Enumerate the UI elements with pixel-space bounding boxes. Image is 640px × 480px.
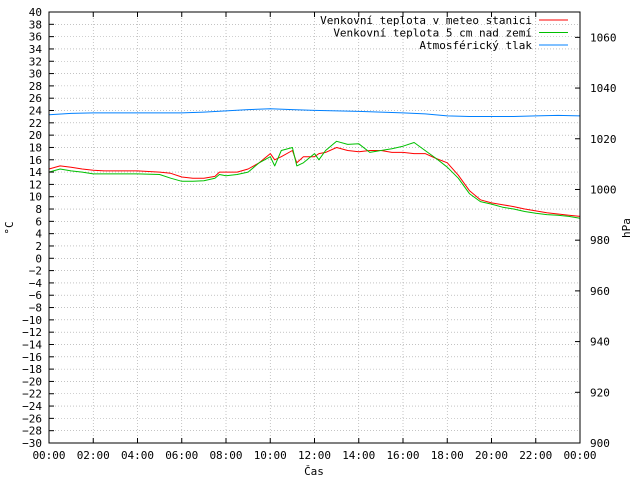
x-tick-label: 22:00 [519,449,552,462]
series-line-1 [48,140,581,219]
y-tick-label: 34 [29,43,43,56]
y-tick-label: −10 [22,314,42,327]
y2-tick-label: 920 [590,386,610,399]
x-tick-label: 08:00 [209,449,242,462]
legend-label: Venkovní teplota 5 cm nad zemí [333,27,532,40]
x-tick-label: 16:00 [386,449,419,462]
y-tick-label: 24 [29,105,43,118]
x-tick-label: 18:00 [431,449,464,462]
x-tick-label: 10:00 [254,449,287,462]
series-line-0 [48,147,581,217]
y-tick-label: 38 [29,18,42,31]
y2-tick-label: 980 [590,234,610,247]
y2-tick-label: 1060 [590,31,617,44]
y2-tick-label: 1020 [590,133,617,146]
x-tick-label: 00:00 [563,449,596,462]
y-tick-label: −2 [29,265,42,278]
y-tick-label: −28 [22,425,42,438]
y-axis-label: °C [3,221,16,234]
legend: Venkovní teplota v meteo staniciVenkovní… [320,14,568,52]
x-tick-label: 20:00 [475,449,508,462]
y-tick-label: 14 [29,166,43,179]
y2-tick-label: 1000 [590,183,617,196]
y-tick-label: −8 [29,302,42,315]
grid [49,12,580,443]
y2-tick-label: 900 [590,437,610,450]
y-tick-label: 22 [29,117,42,130]
y-tick-label: 40 [29,6,42,19]
y-tick-label: −22 [22,388,42,401]
y-tick-label: 20 [29,129,42,142]
y-tick-label: −12 [22,326,42,339]
series-layer [48,108,581,219]
y-tick-label: 16 [29,154,42,167]
y-tick-label: −24 [22,400,42,413]
legend-label: Atmosférický tlak [419,39,532,52]
series-line-2 [48,108,581,117]
y-tick-label: 18 [29,141,42,154]
y-tick-label: 32 [29,55,42,68]
y-tick-label: 2 [35,240,42,253]
x-tick-label: 14:00 [342,449,375,462]
x-tick-label: 04:00 [121,449,154,462]
y-tick-label: −6 [29,289,42,302]
y-tick-label: 26 [29,92,42,105]
y-tick-label: 12 [29,178,42,191]
y-tick-label: −14 [22,338,42,351]
y-tick-label: 10 [29,191,42,204]
y-tick-label: 4 [35,228,42,241]
x-tick-label: 00:00 [32,449,65,462]
y-tick-label: −20 [22,375,42,388]
y-tick-label: 36 [29,31,42,44]
y-tick-label: 6 [35,215,42,228]
tick-labels: 00:00 02:00 04:00 06:00 08:00 10:00 12:00 14:00… [22,6,616,462]
y2-axis-label: hPa [620,218,633,238]
y-tick-label: 0 [35,252,42,265]
y2-tick-label: 1040 [590,82,617,95]
y2-tick-label: 940 [590,336,610,349]
x-tick-label: 06:00 [165,449,198,462]
y-tick-label: 30 [29,68,42,81]
y-tick-label: −4 [29,277,43,290]
x-axis-label: Čas [304,465,324,478]
y-tick-label: −16 [22,351,42,364]
y-tick-label: −18 [22,363,42,376]
x-tick-label: 02:00 [77,449,110,462]
ticks [48,11,581,444]
x-tick-label: 12:00 [298,449,331,462]
y2-tick-label: 960 [590,285,610,298]
y-tick-label: 8 [35,203,42,216]
y-tick-label: −26 [22,412,42,425]
y-tick-label: −30 [22,437,42,450]
y-tick-label: 28 [29,80,42,93]
legend-label: Venkovní teplota v meteo stanici [320,14,532,27]
